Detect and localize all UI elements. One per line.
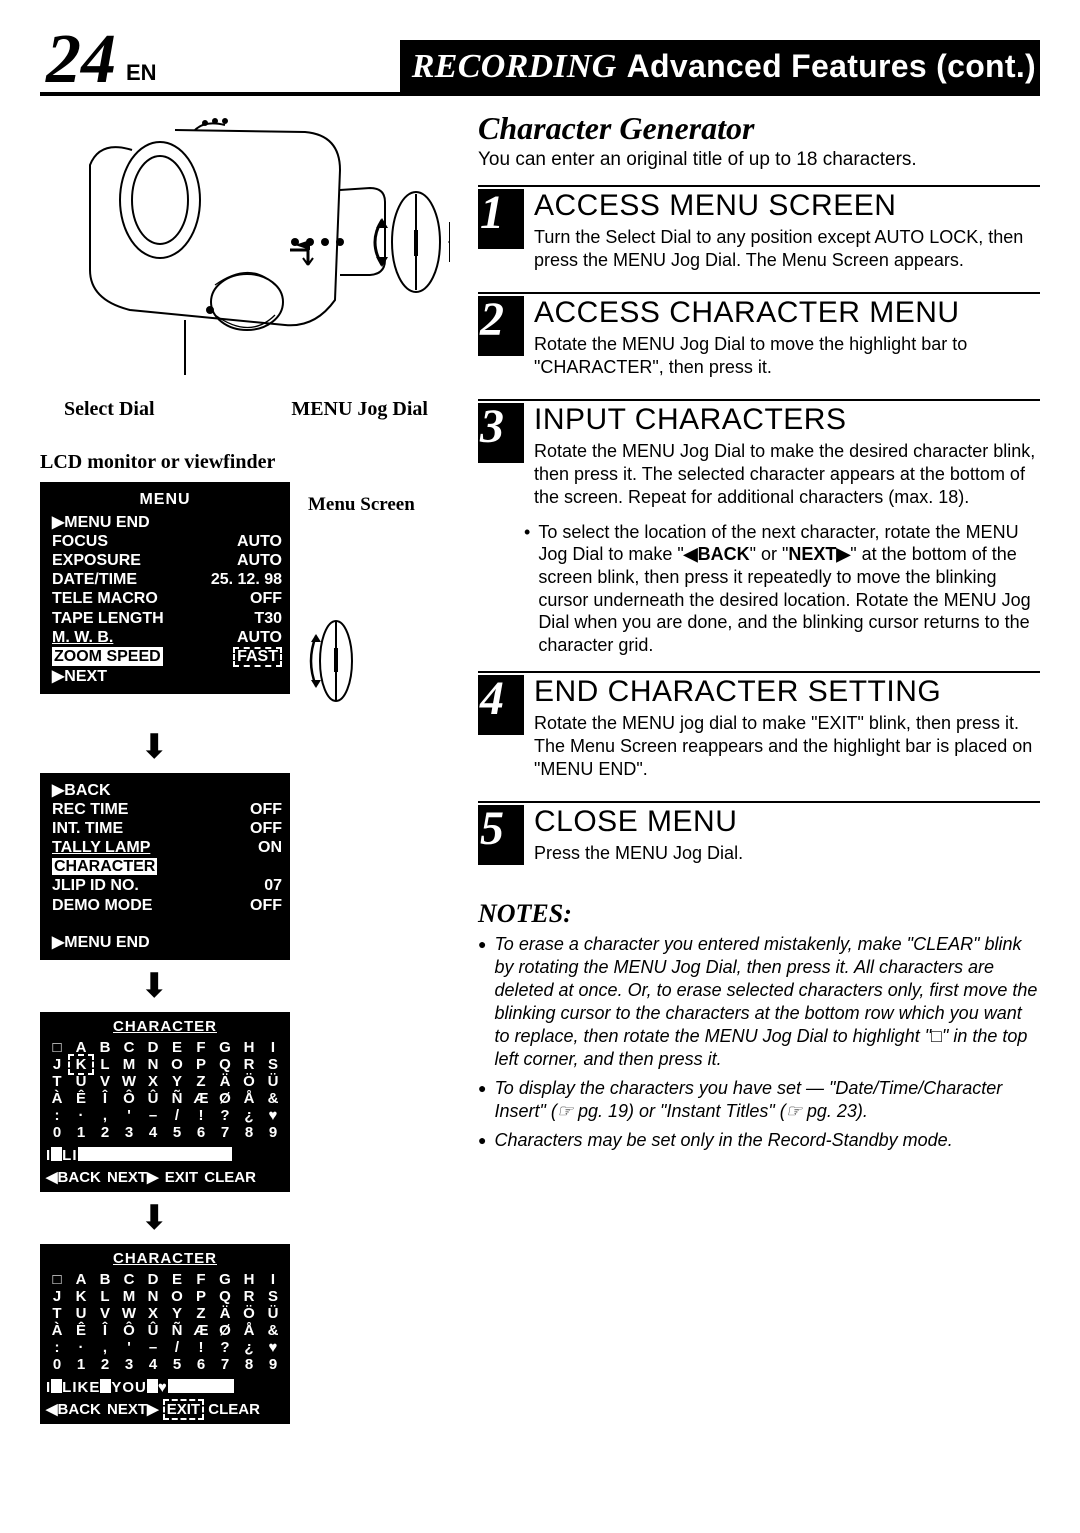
- note-item: Characters may be set only in the Record…: [478, 1129, 1040, 1152]
- step: 2ACCESS CHARACTER MENURotate the MENU Jo…: [478, 292, 1040, 385]
- step: 3INPUT CHARACTERSRotate the MENU Jog Dia…: [478, 399, 1040, 657]
- camera-illustration: [40, 110, 450, 390]
- header-title: RECORDINGAdvanced Features (cont.): [400, 40, 1040, 92]
- page-number: 24: [40, 30, 122, 92]
- page-lang: EN: [126, 60, 157, 86]
- step-body: Press the MENU Jog Dial.: [534, 842, 1040, 865]
- select-dial-label: Select Dial: [64, 398, 155, 421]
- jog-dial-label: MENU Jog Dial: [291, 398, 428, 421]
- step-body: Rotate the MENU Jog Dial to move the hig…: [534, 333, 1040, 379]
- notes-heading: NOTES:: [478, 899, 1040, 929]
- menu-screen-label: Menu Screen: [308, 494, 415, 516]
- step-body: Rotate the MENU jog dial to make "EXIT" …: [534, 712, 1040, 781]
- section-subtitle: You can enter an original title of up to…: [478, 149, 1040, 171]
- menu-screen-2: ▶BACKREC TIMEOFFINT. TIMEOFFTALLY LAMPON…: [40, 773, 290, 961]
- jog-dial-icon: [308, 606, 364, 716]
- note-item: To erase a character you entered mistake…: [478, 933, 1040, 1071]
- down-arrow-icon: ⬇: [40, 966, 450, 1006]
- step-head: CLOSE MENU: [534, 805, 1040, 839]
- down-arrow-icon: ⬇: [40, 727, 450, 767]
- dial-labels: Select Dial MENU Jog Dial: [40, 398, 450, 421]
- header-bar: 24 EN RECORDINGAdvanced Features (cont.): [40, 30, 1040, 96]
- character-screen-2: CHARACTER□ABCDEFGHIJKLMNOPQRSTUVWXYZÄÖÜÀ…: [40, 1244, 290, 1424]
- step-head: ACCESS CHARACTER MENU: [534, 296, 1040, 330]
- note-item: To display the characters you have set —…: [478, 1077, 1040, 1123]
- character-screen-1: CHARACTER□ABCDEFGHIJKLMNOPQRSTUVWXYZÄÖÜÀ…: [40, 1012, 290, 1192]
- step: 1ACCESS MENU SCREENTurn the Select Dial …: [478, 185, 1040, 278]
- section-title: Character Generator: [478, 110, 1040, 147]
- down-arrow-icon: ⬇: [40, 1198, 450, 1238]
- menu-screen-1: MENU▶MENU ENDFOCUSAUTOEXPOSUREAUTODATE/T…: [40, 482, 290, 695]
- step: 5CLOSE MENUPress the MENU Jog Dial.: [478, 801, 1040, 871]
- step: 4END CHARACTER SETTINGRotate the MENU jo…: [478, 671, 1040, 787]
- step-body: Rotate the MENU Jog Dial to make the des…: [534, 440, 1040, 509]
- step-head: END CHARACTER SETTING: [534, 675, 1040, 709]
- lcd-caption: LCD monitor or viewfinder: [40, 451, 450, 474]
- notes-list: To erase a character you entered mistake…: [478, 933, 1040, 1152]
- step-body: Turn the Select Dial to any position exc…: [534, 226, 1040, 272]
- step-head: INPUT CHARACTERS: [534, 403, 1040, 437]
- step-head: ACCESS MENU SCREEN: [534, 189, 1040, 223]
